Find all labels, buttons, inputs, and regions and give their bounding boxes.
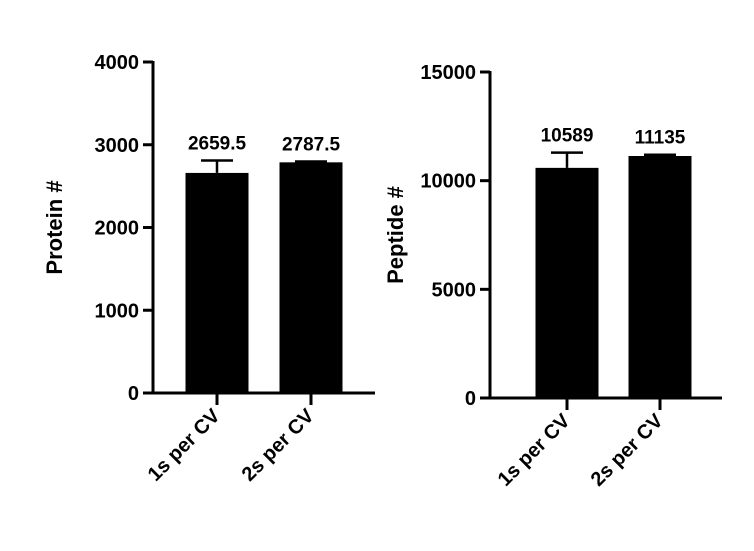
error-bar <box>551 151 583 168</box>
y-tick-label: 0 <box>128 383 139 405</box>
value-label: 11135 <box>635 128 686 149</box>
x-tick-label: 2s per CV <box>238 405 319 486</box>
bar <box>279 162 343 393</box>
value-label: 10589 <box>541 126 594 147</box>
error-bar <box>201 159 233 173</box>
error-bar <box>295 160 327 163</box>
y-tick-label: 2000 <box>95 218 140 240</box>
value-label: 2787.5 <box>282 135 341 156</box>
bar <box>628 155 692 398</box>
bar <box>535 167 599 398</box>
x-tick-label: 1s per CV <box>144 405 225 486</box>
x-tick-label: 1s per CV <box>494 410 575 491</box>
bar <box>185 172 249 393</box>
y-axis-label: Protein # <box>42 180 67 274</box>
y-axis-label: Peptide # <box>383 186 408 284</box>
y-tick-label: 10000 <box>420 171 476 193</box>
y-tick-label: 4000 <box>95 52 140 74</box>
y-tick-label: 15000 <box>420 62 476 84</box>
x-tick-label: 2s per CV <box>587 410 668 491</box>
error-bar <box>644 153 676 156</box>
value-label: 2659.5 <box>188 134 247 155</box>
y-tick-label: 3000 <box>95 135 140 157</box>
y-tick-label: 1000 <box>95 300 140 322</box>
y-tick-label: 0 <box>465 388 476 410</box>
y-tick-label: 5000 <box>432 279 477 301</box>
